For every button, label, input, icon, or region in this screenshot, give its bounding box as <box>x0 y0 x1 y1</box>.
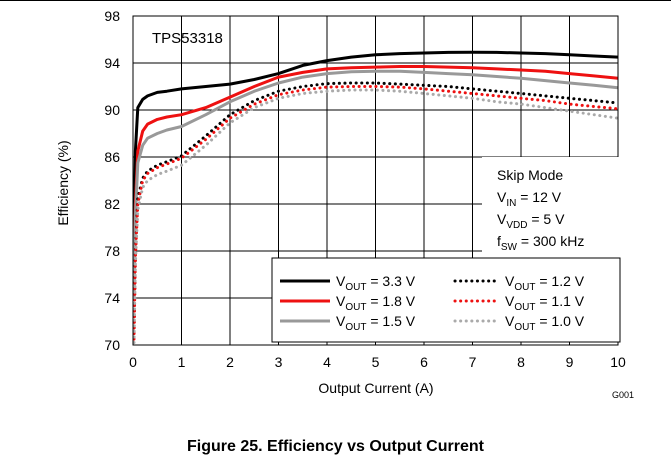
conditions-mode: Skip Mode <box>497 167 563 183</box>
y-tick-label: 70 <box>104 337 120 353</box>
y-tick-label: 86 <box>104 149 120 165</box>
x-tick-label: 0 <box>129 354 137 370</box>
x-tick-label: 8 <box>517 354 525 370</box>
x-tick-label: 4 <box>323 354 331 370</box>
x-tick-label: 6 <box>420 354 428 370</box>
x-tick-label: 1 <box>178 354 186 370</box>
y-tick-label: 78 <box>104 243 120 259</box>
y-tick-label: 98 <box>104 8 120 24</box>
x-tick-label: 3 <box>275 354 283 370</box>
y-tick-label: 90 <box>104 102 120 118</box>
conditions-box: Skip Mode VIN = 12 V VVDD = 5 V fSW = 30… <box>482 157 619 258</box>
x-tick-label: 9 <box>566 354 574 370</box>
x-axis-label: Output Current (A) <box>318 380 433 396</box>
x-tick-label: 10 <box>610 354 626 370</box>
x-tick-label: 2 <box>226 354 234 370</box>
x-tick-label: 5 <box>372 354 380 370</box>
y-tick-label: 94 <box>104 55 120 71</box>
y-tick-label: 74 <box>104 290 120 306</box>
figure-caption: Figure 25. Efficiency vs Output Current <box>0 438 671 456</box>
y-axis-label: Efficiency (%) <box>55 140 71 225</box>
y-tick-label: 82 <box>104 196 120 212</box>
chart-title: TPS53318 <box>152 30 223 47</box>
x-tick-label: 7 <box>469 354 477 370</box>
figure-id: G001 <box>612 390 634 400</box>
